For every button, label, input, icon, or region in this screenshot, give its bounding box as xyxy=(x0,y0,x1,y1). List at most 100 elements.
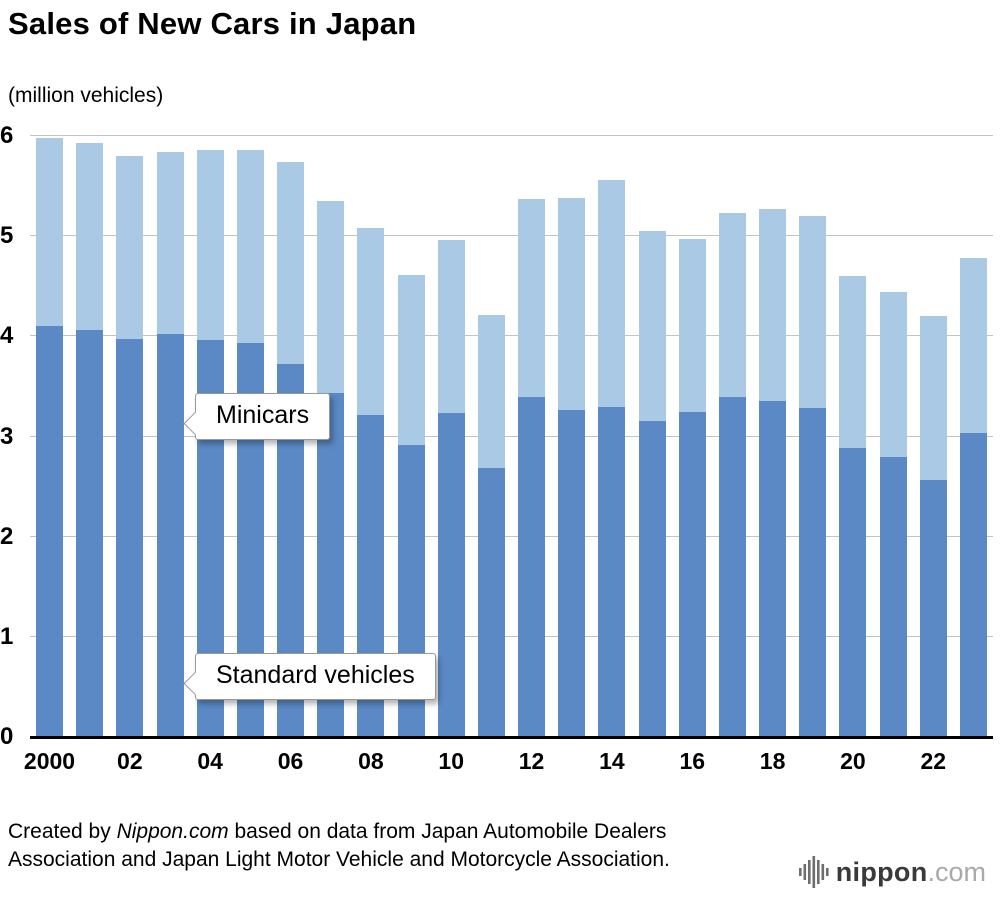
bar-2018 xyxy=(759,136,787,737)
bar-2017 xyxy=(718,136,746,737)
standard-segment-2001 xyxy=(76,330,104,737)
bars xyxy=(30,136,993,737)
x-tick-2013 xyxy=(558,748,585,775)
x-tick-2004: 04 xyxy=(197,748,223,774)
footer-credit: Created by Nippon.com based on data from… xyxy=(8,818,708,874)
minicars-segment-2002 xyxy=(116,156,144,340)
minicars-segment-2010 xyxy=(437,240,465,414)
callout-minicars: Minicars xyxy=(195,393,331,440)
x-tick-2023 xyxy=(960,748,987,775)
standard-segment-2022 xyxy=(919,479,947,737)
x-tick-2014: 14 xyxy=(599,748,625,774)
credit-source: Nippon.com xyxy=(116,820,229,843)
standard-segment-2010 xyxy=(437,413,465,737)
y-tick-label-0: 0 xyxy=(0,723,14,750)
bar-2009 xyxy=(397,136,425,737)
x-tick-2021 xyxy=(880,748,907,775)
x-axis-line xyxy=(30,736,993,739)
minicars-segment-2014 xyxy=(598,180,626,408)
standard-segment-2018 xyxy=(759,401,787,737)
standard-segment-2019 xyxy=(799,408,827,737)
bar-2021 xyxy=(879,136,907,737)
logo-wordmark: nippon.com xyxy=(836,857,986,888)
minicars-segment-2003 xyxy=(156,152,184,335)
minicars-segment-2001 xyxy=(76,143,104,331)
page-title: Sales of New Cars in Japan xyxy=(8,6,417,41)
x-tick-2009 xyxy=(398,748,425,775)
x-axis-labels: 2000 02 04 06 08 10 12 14 16 18 20 22 xyxy=(23,748,993,775)
minicars-segment-2007 xyxy=(317,201,345,394)
minicars-segment-2000 xyxy=(36,138,63,327)
standard-segment-2000 xyxy=(36,326,63,737)
gridline-3 xyxy=(30,435,993,437)
minicars-segment-2004 xyxy=(196,150,224,341)
bar-2011 xyxy=(477,136,505,737)
x-tick-2010: 10 xyxy=(438,748,465,774)
callout-standard-vehicles-label: Standard vehicles xyxy=(216,661,415,689)
x-tick-2012: 12 xyxy=(518,748,545,774)
y-tick-label-4: 4 xyxy=(0,322,14,350)
minicars-segment-2023 xyxy=(959,258,987,433)
credit-suffix: based on data from Japan Automobile Deal… xyxy=(8,820,670,872)
standard-segment-2015 xyxy=(638,421,666,737)
minicars-segment-2022 xyxy=(919,316,947,480)
callout-standard-vehicles: Standard vehicles xyxy=(195,653,436,700)
gridline-2 xyxy=(30,535,993,537)
y-tick-label-5: 5 xyxy=(0,222,14,250)
y-tick-label-3: 3 xyxy=(0,422,14,450)
gridline-5 xyxy=(30,235,993,237)
gridline-4 xyxy=(30,335,993,337)
x-tick-2006: 06 xyxy=(277,748,304,774)
minicars-segment-2005 xyxy=(236,150,264,344)
x-tick-2017 xyxy=(719,748,746,775)
bar-2023 xyxy=(959,136,987,737)
minicars-segment-2011 xyxy=(477,315,505,468)
x-tick-2022: 22 xyxy=(920,748,947,774)
bar-2015 xyxy=(638,136,666,737)
bar-2014 xyxy=(598,136,626,737)
minicars-segment-2020 xyxy=(839,276,867,448)
bar-2000 xyxy=(36,136,63,737)
standard-segment-2012 xyxy=(518,397,546,737)
standard-segment-2017 xyxy=(718,397,746,737)
soundwave-bars-icon xyxy=(798,856,829,888)
bar-2002 xyxy=(116,136,144,737)
standard-segment-2002 xyxy=(116,339,144,737)
x-tick-2011 xyxy=(478,748,505,775)
logo-tld: .com xyxy=(927,856,986,887)
bar-2001 xyxy=(76,136,104,737)
minicars-segment-2017 xyxy=(718,213,746,398)
logo-word: nippon xyxy=(835,856,928,887)
minicars-segment-2012 xyxy=(518,199,546,398)
y-tick-label-1: 1 xyxy=(0,622,14,650)
standard-segment-2016 xyxy=(678,412,706,737)
gridline-1 xyxy=(30,635,993,637)
bar-2010 xyxy=(437,136,465,737)
x-tick-2000: 2000 xyxy=(23,748,76,774)
bar-2020 xyxy=(839,136,867,737)
standard-segment-2023 xyxy=(959,432,987,737)
gridline-6 xyxy=(30,135,993,136)
plot-area: 0 1 2 3 4 5 6 Minicars Standard vehicles xyxy=(0,124,993,749)
y-tick-label-2: 2 xyxy=(0,522,14,550)
minicars-segment-2006 xyxy=(277,162,305,365)
standard-segment-2013 xyxy=(558,410,586,737)
x-tick-2008: 08 xyxy=(358,748,384,774)
x-tick-2019 xyxy=(799,748,826,775)
bar-2003 xyxy=(156,136,184,737)
minicars-segment-2013 xyxy=(558,198,586,411)
minicars-segment-2015 xyxy=(638,231,666,422)
bar-2022 xyxy=(919,136,947,737)
callout-minicars-label: Minicars xyxy=(216,401,310,429)
y-axis-labels: 0 1 2 3 4 5 6 xyxy=(0,124,26,749)
minicars-segment-2008 xyxy=(357,228,385,416)
minicars-segment-2018 xyxy=(759,209,787,402)
bar-2016 xyxy=(678,136,706,737)
y-axis-unit-label: (million vehicles) xyxy=(8,84,164,107)
x-tick-2007 xyxy=(317,748,344,775)
x-tick-2016: 16 xyxy=(679,748,706,774)
x-tick-2005 xyxy=(237,748,264,775)
x-tick-2020: 20 xyxy=(840,748,866,774)
x-tick-2002: 02 xyxy=(117,748,143,774)
